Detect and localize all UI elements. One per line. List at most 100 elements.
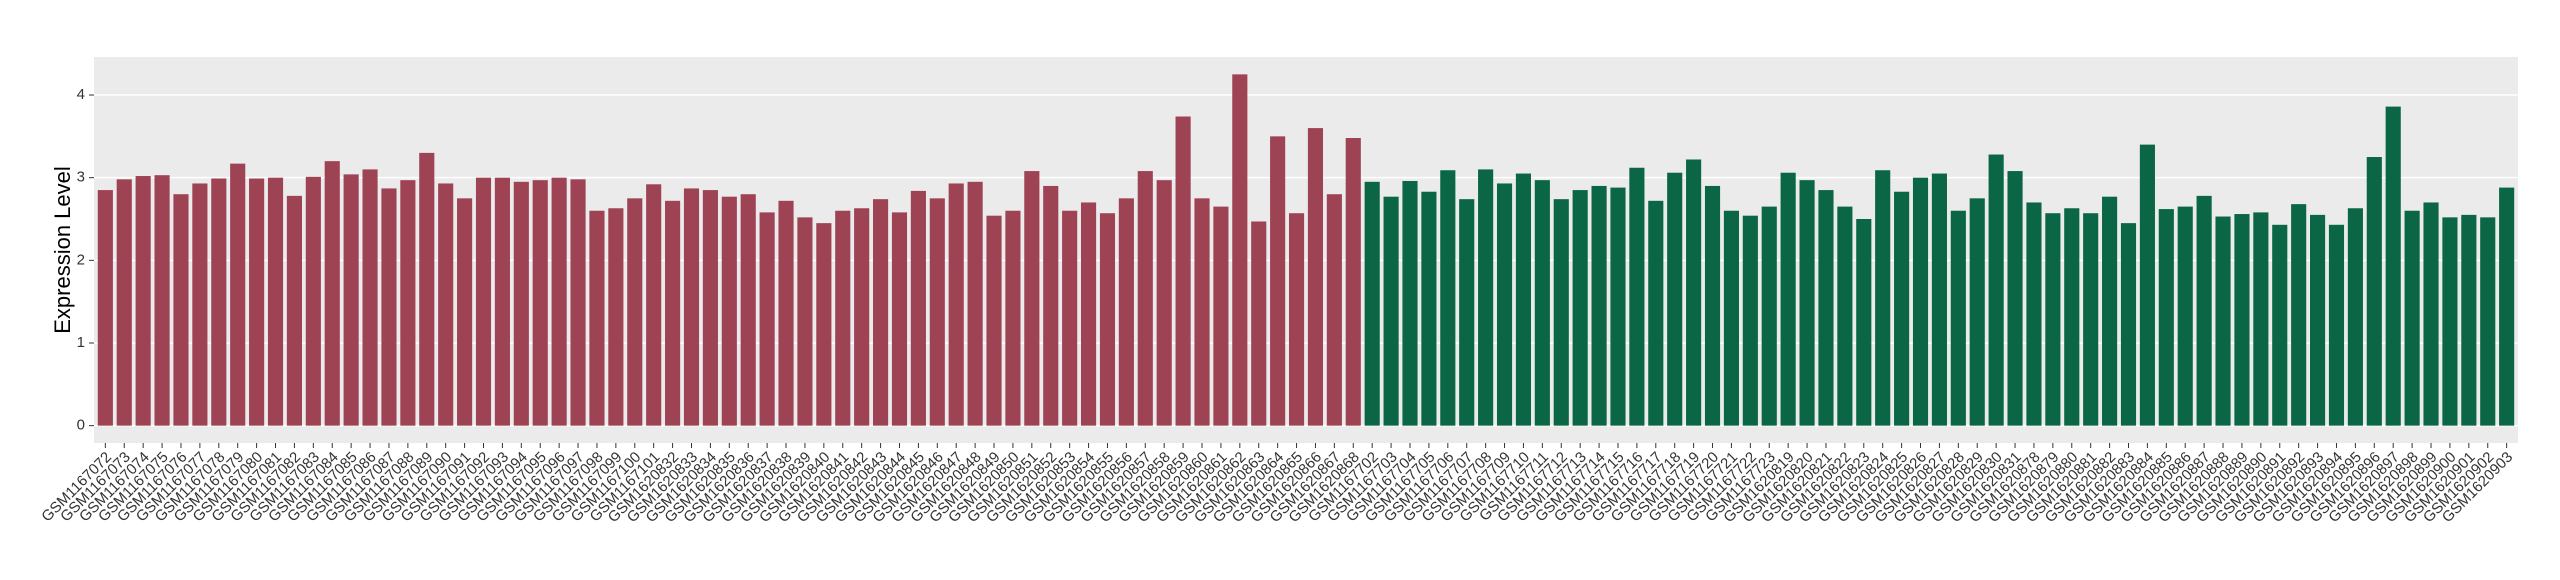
bar [1364, 181, 1380, 426]
bar [2139, 144, 2155, 426]
bar [2499, 187, 2515, 426]
bar [2177, 206, 2193, 426]
bar [2045, 213, 2061, 426]
bar [2253, 212, 2269, 426]
y-tick-label: 0 [77, 417, 85, 434]
bar [740, 194, 756, 426]
bar [135, 176, 151, 426]
bar [1761, 206, 1777, 426]
bar [778, 200, 794, 426]
bar [1383, 196, 1399, 426]
bar [249, 178, 265, 426]
bar [2196, 195, 2212, 426]
bar [267, 177, 284, 426]
bar [286, 195, 302, 426]
bar [2366, 157, 2382, 426]
bar [475, 177, 492, 426]
bar [1459, 199, 1475, 426]
bar [646, 184, 662, 426]
y-axis-title: Expression Level [50, 166, 75, 334]
bar [1780, 172, 1796, 426]
bar [1421, 191, 1437, 426]
bar [891, 212, 908, 426]
bar [1931, 173, 1947, 426]
bar [1988, 154, 2004, 426]
bar [1894, 191, 1910, 426]
bar [2442, 217, 2458, 426]
bar [1099, 213, 1116, 426]
bar [948, 183, 964, 426]
bar [2310, 214, 2326, 426]
bar [1005, 210, 1021, 426]
bar [97, 190, 113, 426]
bar [211, 178, 227, 426]
bar [1875, 170, 1891, 426]
bar [1440, 170, 1456, 426]
bar [1062, 210, 1078, 426]
bar [2423, 202, 2439, 426]
bar [1326, 194, 1342, 426]
bar [2026, 202, 2042, 426]
bar [929, 198, 945, 426]
bar [381, 188, 397, 426]
bar [1194, 198, 1210, 426]
bar [1024, 171, 1040, 426]
bar [702, 190, 718, 426]
bar [343, 174, 359, 426]
bar [1572, 190, 1588, 426]
bar [494, 177, 510, 426]
bar [438, 183, 454, 426]
bar [1307, 128, 1324, 426]
bar [1080, 202, 1097, 426]
bar [1515, 173, 1532, 426]
bar [419, 152, 435, 426]
bar [1534, 180, 1550, 426]
bar [721, 196, 737, 426]
bar [230, 163, 246, 426]
bar [324, 161, 340, 426]
bar [1704, 185, 1721, 426]
bar [457, 198, 473, 426]
bar [400, 180, 416, 426]
bar [2404, 210, 2420, 426]
bar [1288, 213, 1305, 426]
bar [873, 199, 889, 426]
bar [1496, 183, 1513, 426]
bar [1043, 185, 1059, 426]
bar [797, 217, 813, 426]
bar [2272, 224, 2288, 426]
bar [551, 177, 567, 426]
bar [2328, 224, 2345, 426]
bar [570, 179, 586, 426]
bar [513, 181, 529, 426]
bar [759, 212, 775, 426]
bar [1629, 167, 1645, 426]
bar [1478, 169, 1494, 426]
bar [362, 169, 378, 426]
bar [910, 190, 926, 426]
bar [2215, 216, 2231, 426]
bar [1856, 219, 1872, 426]
bar [854, 208, 870, 426]
bar [1648, 200, 1664, 426]
bar [2461, 214, 2477, 426]
bar [665, 200, 681, 426]
bar [967, 181, 983, 426]
bar [1213, 206, 1229, 426]
bar [2064, 208, 2080, 426]
bar [2007, 171, 2023, 426]
bar [986, 215, 1002, 426]
bar [2234, 214, 2250, 426]
bar [1742, 215, 1758, 426]
bar [1799, 180, 1815, 426]
bar [1175, 116, 1191, 426]
bar [2083, 213, 2099, 426]
bar [532, 180, 548, 426]
bar [2291, 204, 2307, 426]
bar [1969, 198, 1985, 426]
bar [1251, 221, 1267, 426]
y-tick-label: 4 [77, 86, 85, 103]
bar [608, 208, 624, 426]
bar [305, 176, 321, 426]
